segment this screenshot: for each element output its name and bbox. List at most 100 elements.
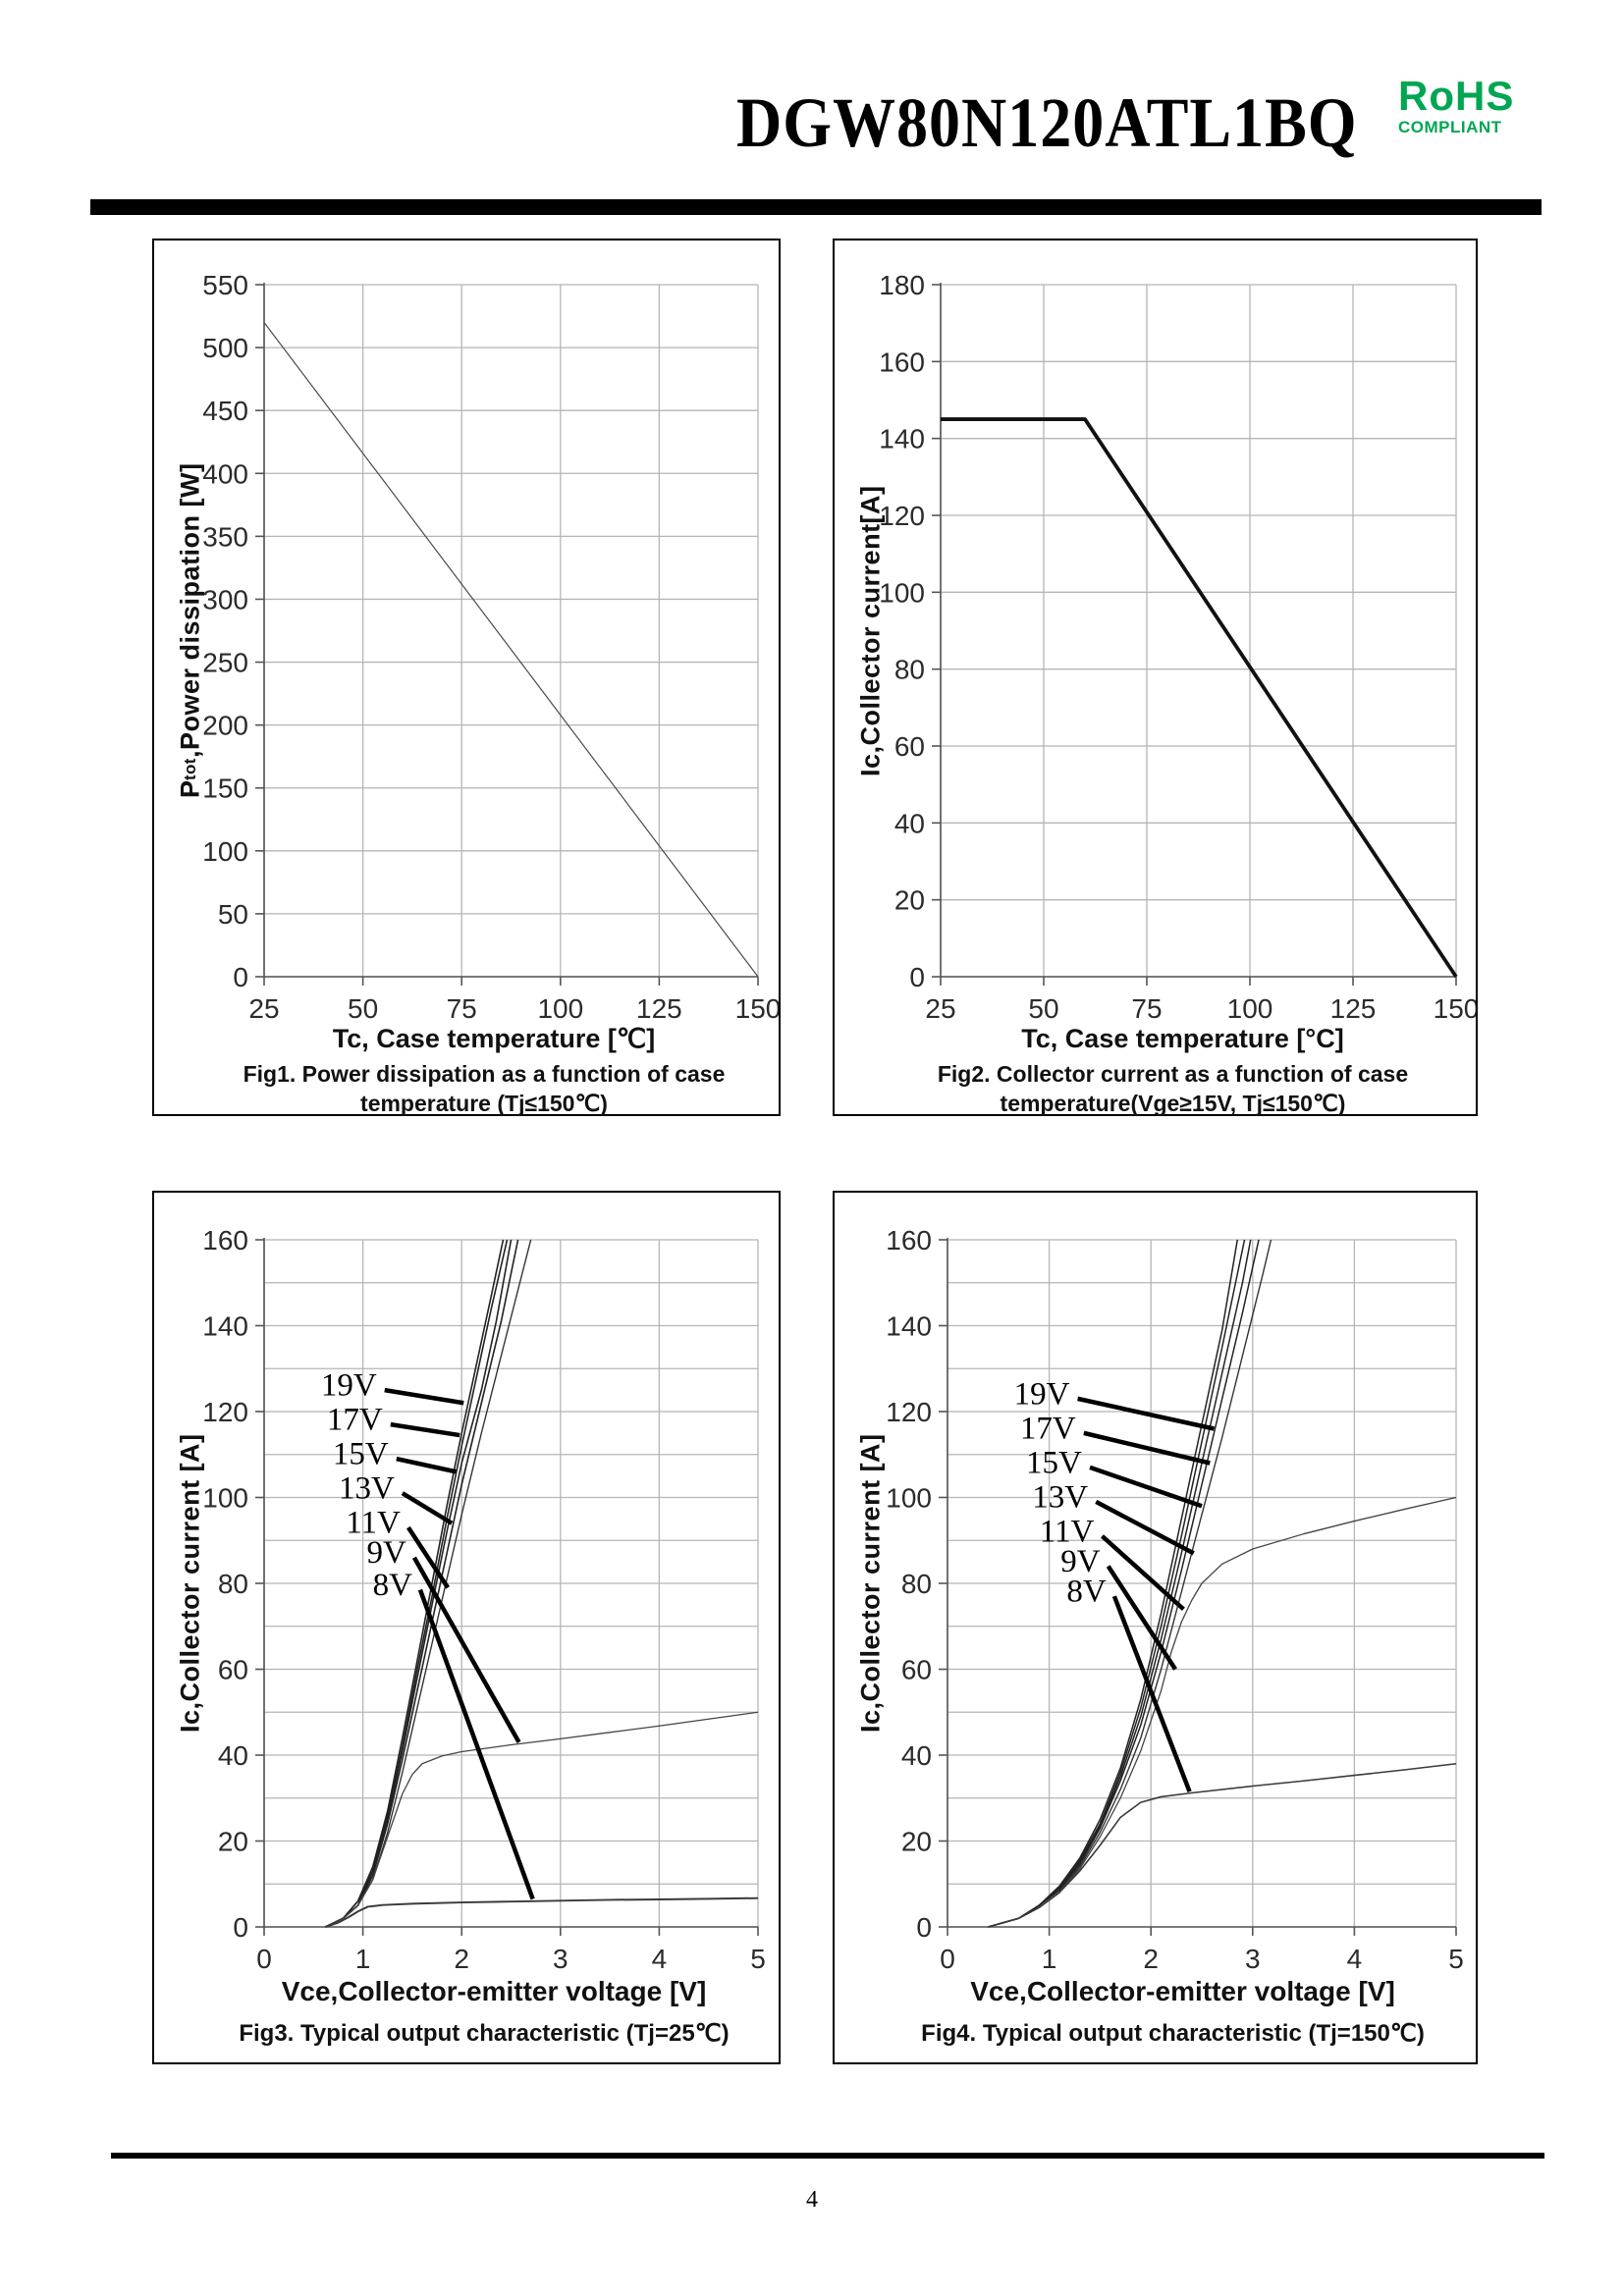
svg-text:100: 100 (886, 1483, 932, 1514)
svg-text:500: 500 (202, 333, 248, 363)
svg-text:400: 400 (202, 458, 248, 489)
curve-label-8V: 8V (373, 1568, 413, 1603)
svg-text:4: 4 (1347, 1944, 1363, 1974)
svg-text:80: 80 (901, 1569, 932, 1599)
svg-text:300: 300 (202, 584, 248, 614)
page-number: 4 (806, 2187, 818, 2213)
curve-label-15V: 15V (1026, 1445, 1082, 1480)
svg-text:160: 160 (202, 1225, 248, 1255)
series-Vge=17V (325, 1239, 509, 1928)
svg-text:5: 5 (750, 1944, 766, 1974)
svg-text:50: 50 (218, 899, 248, 930)
svg-text:100: 100 (202, 836, 248, 867)
svg-text:1: 1 (1042, 1944, 1057, 1974)
svg-text:4: 4 (652, 1944, 668, 1974)
svg-text:40: 40 (218, 1740, 248, 1771)
fig4-plot-area: 0 20 40 60 80 100 120 140 160 0 1 2 3 4 5 19V 17V 15V 13V 1… (835, 1193, 1476, 2062)
curve-label-8V: 8V (1066, 1575, 1107, 1610)
series-Vge=13V (988, 1239, 1260, 1928)
curve-label-19V: 19V (321, 1368, 377, 1404)
svg-text:40: 40 (901, 1740, 932, 1771)
svg-text:125: 125 (636, 993, 682, 1024)
svg-text:3: 3 (553, 1944, 568, 1974)
rohs-compliant-text: COMPLIANT (1398, 118, 1502, 136)
series-Ic-limit (941, 417, 1458, 979)
series-Vge=9V (325, 1711, 759, 1928)
fig3-plot-svg: 0 20 40 60 80 100 120 140 160 0 1 2 3 4 5 19V17V15V13V1… (202, 1225, 766, 1974)
fig3-caption-line1: Fig3. Typical output characteristic (Tj=… (239, 2020, 730, 2047)
svg-text:250: 250 (202, 648, 248, 678)
fig3-plot-area: 0 20 40 60 80 100 120 140 160 0 1 2 3 4 5 19V 17V 15V 13V 1… (154, 1193, 779, 2062)
header-rule (90, 199, 1542, 215)
fig4-plot-svg: 0 20 40 60 80 100 120 140 160 0 1 2 3 4 5 19V17V15V13V1… (886, 1225, 1464, 1974)
svg-text:160: 160 (879, 347, 925, 377)
fig2-caption-line1: Fig2. Collector current as a function of… (937, 1061, 1409, 1087)
series-Ptot-limit (263, 322, 759, 978)
svg-text:50: 50 (1028, 993, 1058, 1024)
svg-text:150: 150 (202, 774, 248, 804)
svg-text:140: 140 (886, 1311, 932, 1342)
curve-label-17V: 17V (1020, 1411, 1076, 1446)
svg-text:0: 0 (256, 1944, 272, 1974)
svg-text:0: 0 (940, 1944, 955, 1974)
fig2-plot-svg: 0 20 40 60 80 100 120 140 160 180 25 50 75 100 125 150 (879, 270, 1476, 1024)
svg-text:0: 0 (909, 962, 925, 992)
svg-text:120: 120 (886, 1397, 932, 1427)
curve-label-11V: 11V (346, 1506, 401, 1541)
svg-text:120: 120 (879, 501, 925, 531)
fig4-output-characteristic-150c-chart: 0 20 40 60 80 100 120 140 160 0 1 2 3 4 5 19V 17V 15V 13V 1… (833, 1191, 1478, 2064)
svg-text:20: 20 (901, 1827, 932, 1857)
fig1-power-dissipation-chart: 0 50 100 150 200 250 300 350 400 450 500 550 25 50 75 1… (152, 239, 781, 1116)
fig4-caption-line1: Fig4. Typical output characteristic (Tj=… (921, 2020, 1425, 2047)
curve-label-13V: 13V (339, 1471, 395, 1507)
fig2-y-axis-label: Ic,Collector current[A] (855, 485, 886, 776)
svg-text:180: 180 (879, 270, 925, 300)
fig4-x-axis-label: Vce,Collector-emitter voltage [V] (970, 1976, 1395, 2006)
svg-text:80: 80 (218, 1569, 248, 1599)
svg-text:2: 2 (454, 1944, 469, 1974)
curve-label-9V: 9V (367, 1535, 407, 1571)
svg-text:50: 50 (348, 993, 378, 1024)
svg-text:75: 75 (447, 993, 477, 1024)
fig3-x-axis-label: Vce,Collector-emitter voltage [V] (281, 1976, 707, 2006)
svg-text:60: 60 (218, 1655, 248, 1685)
svg-text:0: 0 (233, 1912, 248, 1943)
fig1-x-axis-label: Tc, Case temperature [℃] (332, 1024, 656, 1053)
svg-text:350: 350 (202, 521, 248, 552)
svg-text:140: 140 (202, 1311, 248, 1342)
curve-label-19V: 19V (1014, 1376, 1070, 1412)
series-Vge=8V (988, 1762, 1457, 1928)
svg-text:0: 0 (916, 1912, 932, 1943)
curve-label-13V: 13V (1032, 1479, 1088, 1515)
fig4-y-axis-label: Ic,Collector current [A] (855, 1433, 886, 1734)
fig1-caption-line1: Fig1. Power dissipation as a function of… (243, 1061, 726, 1087)
svg-text:1: 1 (355, 1944, 371, 1974)
svg-text:200: 200 (202, 711, 248, 741)
svg-text:140: 140 (879, 424, 925, 454)
svg-text:3: 3 (1245, 1944, 1261, 1974)
fig2-caption-line2: temperature(Vge≥15V, Tj≤150℃) (1000, 1091, 1346, 1116)
svg-text:120: 120 (202, 1397, 248, 1427)
curve-label-17V: 17V (327, 1403, 383, 1438)
fig1-caption-line2: temperature (Tj≤150℃) (360, 1091, 608, 1116)
curve-label-11V: 11V (1040, 1514, 1095, 1549)
svg-text:40: 40 (894, 808, 925, 838)
fig1-plot-area: 0 50 100 150 200 250 300 350 400 450 500 550 25 50 75 1… (154, 240, 779, 1114)
svg-text:20: 20 (218, 1827, 248, 1857)
svg-text:20: 20 (894, 885, 925, 916)
page-title: DGW80N120ATL1BQ (736, 83, 1358, 162)
svg-text:160: 160 (886, 1225, 932, 1255)
svg-text:100: 100 (879, 577, 925, 608)
svg-text:60: 60 (901, 1655, 932, 1685)
svg-text:150: 150 (1434, 993, 1476, 1024)
fig2-plot-area: 0 20 40 60 80 100 120 140 160 180 25 50 75 100 125 150 (835, 240, 1476, 1114)
svg-text:100: 100 (1227, 993, 1273, 1024)
svg-text:75: 75 (1131, 993, 1162, 1024)
fig2-x-axis-label: Tc, Case temperature [°C] (1021, 1024, 1344, 1053)
svg-text:100: 100 (537, 993, 583, 1024)
fig2-collector-current-chart: 0 20 40 60 80 100 120 140 160 180 25 50 75 100 125 150 … (833, 239, 1478, 1116)
svg-text:100: 100 (202, 1483, 248, 1514)
fig3-y-axis-label: Ic,Collector current [A] (175, 1433, 205, 1734)
